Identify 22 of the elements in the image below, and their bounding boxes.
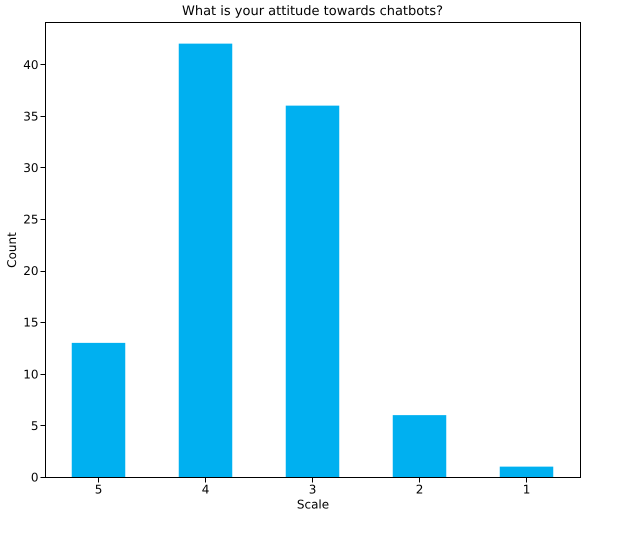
chart-title: What is your attitude towards chatbots? bbox=[182, 4, 444, 19]
bar bbox=[178, 44, 232, 477]
y-tick-label: 30 bbox=[23, 160, 38, 175]
y-tick-label: 40 bbox=[23, 58, 38, 72]
x-tick-label: 5 bbox=[94, 482, 102, 496]
y-tick-label: 0 bbox=[30, 470, 38, 484]
y-tick-label: 5 bbox=[30, 418, 38, 433]
bar bbox=[392, 415, 446, 477]
y-tick-label: 35 bbox=[23, 109, 38, 124]
x-tick-label: 3 bbox=[308, 482, 316, 496]
y-tick-label: 20 bbox=[23, 264, 38, 278]
y-tick-label: 10 bbox=[23, 367, 38, 382]
x-tick-label: 2 bbox=[416, 482, 424, 496]
x-tick-label: 4 bbox=[202, 482, 210, 496]
x-tick-label: 1 bbox=[522, 482, 530, 496]
y-tick-label: 15 bbox=[23, 316, 38, 330]
bar bbox=[286, 106, 340, 477]
y-axis-title: Count bbox=[5, 232, 20, 268]
y-tick-label: 25 bbox=[23, 212, 38, 227]
bar bbox=[72, 342, 126, 477]
bar bbox=[500, 466, 554, 477]
x-axis-title: Scale bbox=[296, 498, 330, 512]
